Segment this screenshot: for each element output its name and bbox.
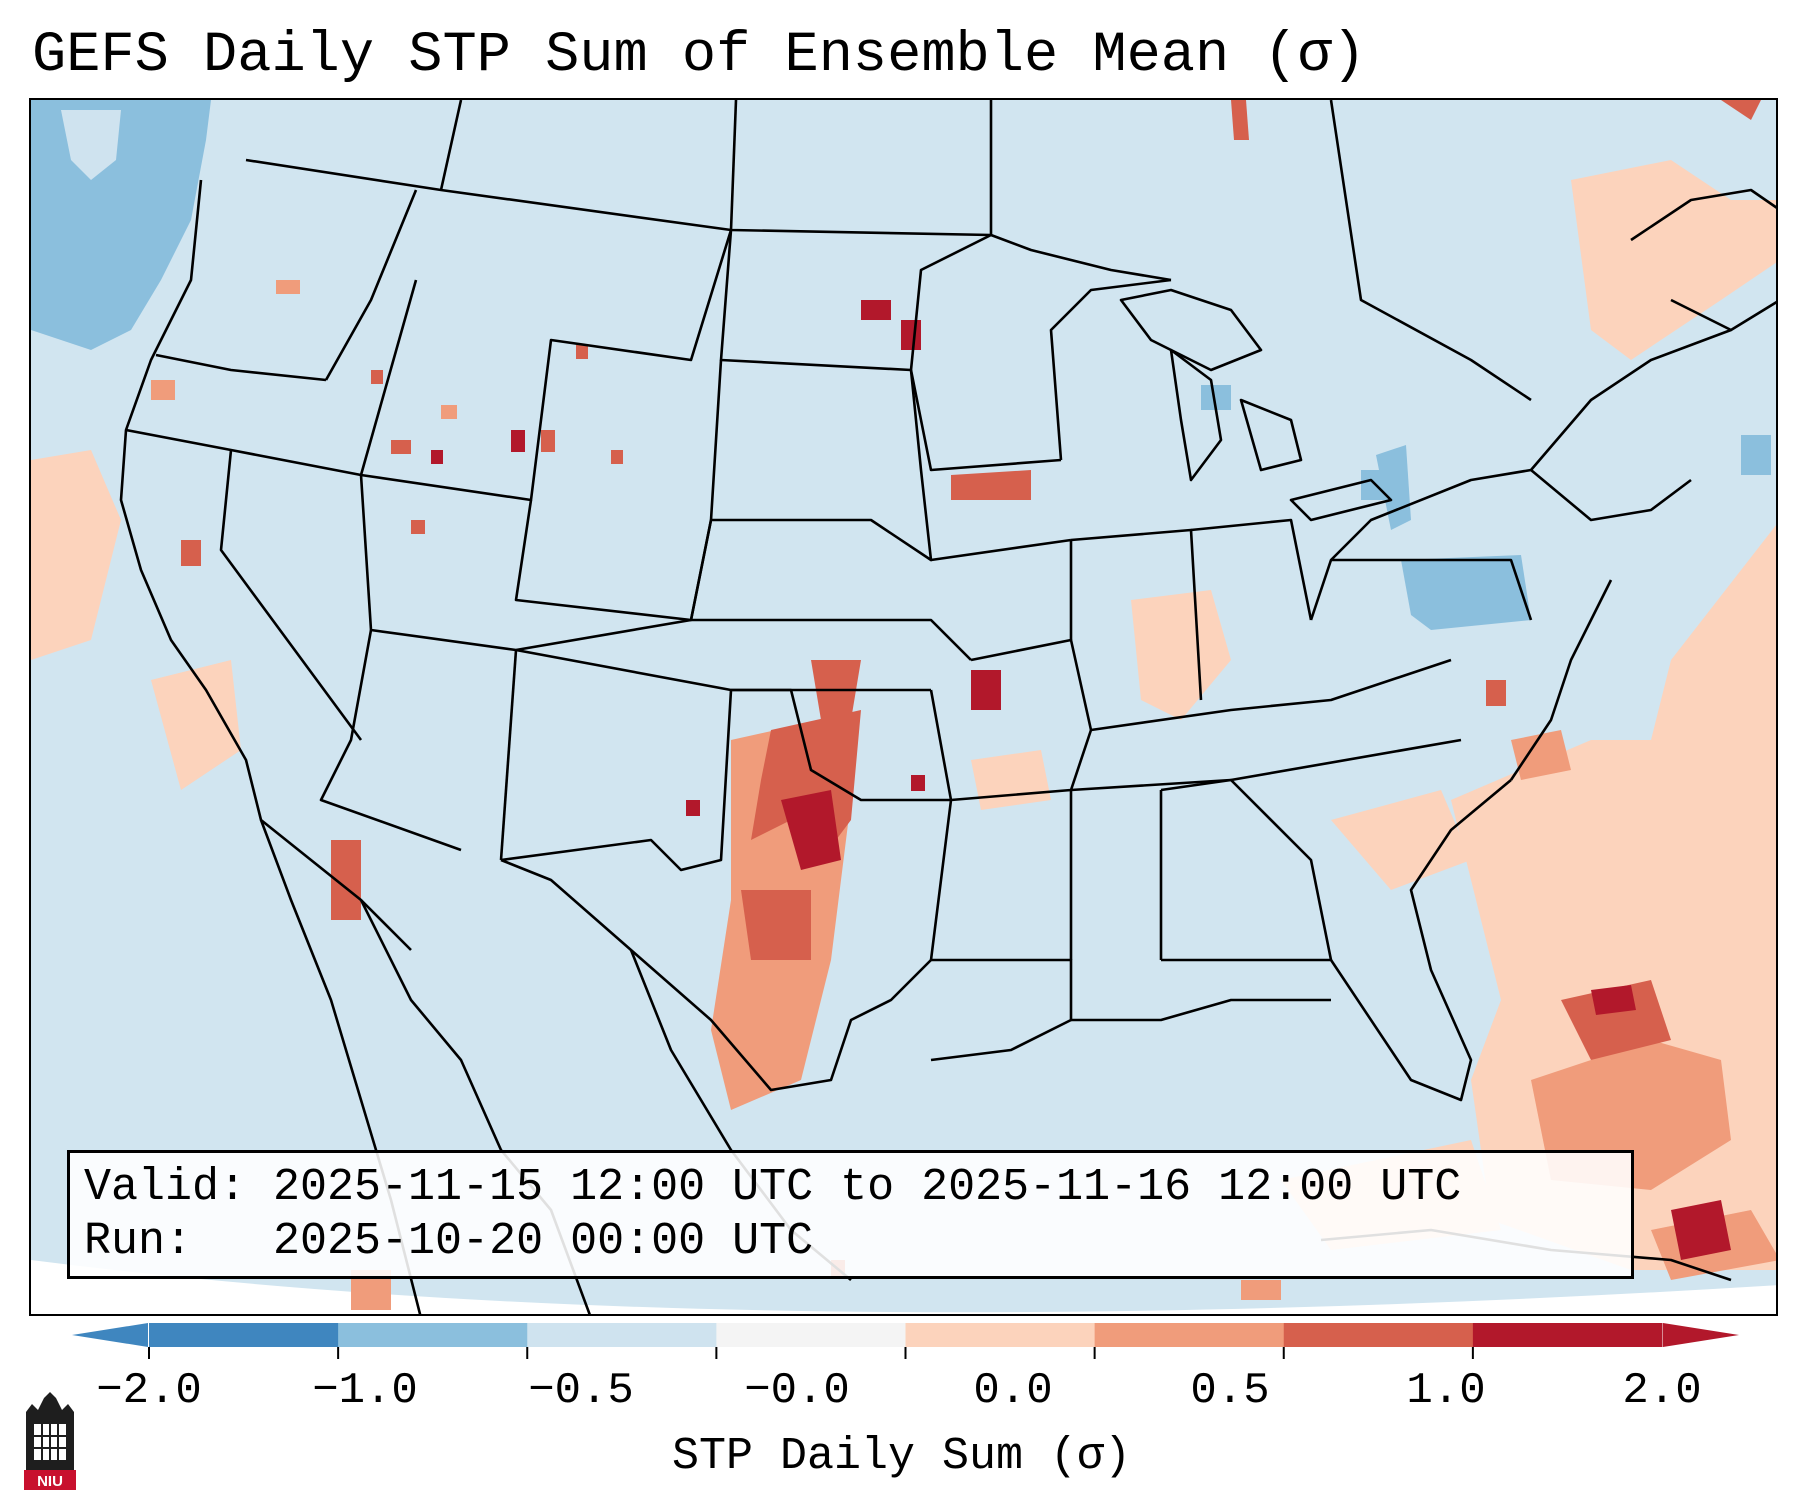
validity-info-box: Valid: 2025-11-15 12:00 UTC to 2025-11-1… xyxy=(67,1150,1634,1279)
chart-title: GEFS Daily STP Sum of Ensemble Mean (σ) xyxy=(32,24,1367,88)
colorbar-segment xyxy=(1094,1323,1285,1347)
southeast-coast xyxy=(1161,779,1512,1102)
colorbar-tick-label: 2.0 xyxy=(1622,1366,1702,1416)
cuba-max xyxy=(1671,1200,1731,1260)
colorbar-ticks xyxy=(148,1347,1474,1359)
texas-strong-area xyxy=(741,890,811,960)
colorbar-tick-label: −2.0 xyxy=(96,1366,202,1416)
canada-east-positive-area xyxy=(1571,160,1776,360)
colorbar-segment xyxy=(149,1323,339,1347)
bahamas-strong-area xyxy=(1561,980,1671,1060)
colorbar xyxy=(72,1323,1739,1359)
colorbar-segment xyxy=(905,1323,1096,1347)
scattered-anomaly-pixels xyxy=(151,280,1506,1310)
colorbar-segment xyxy=(716,1323,906,1347)
colorbar-extend-right xyxy=(1663,1323,1739,1347)
logo-text: NIU xyxy=(37,1473,63,1490)
ontario-patch xyxy=(1231,100,1249,140)
maine-negative-patch xyxy=(1741,435,1771,475)
pacific-light-patch xyxy=(61,110,121,180)
ohio-valley-positive xyxy=(1131,590,1231,720)
lake-superior xyxy=(1119,288,1263,372)
colorbar-segment xyxy=(338,1323,528,1347)
michigan-negative-patch xyxy=(1201,385,1231,410)
valid-time-text: Valid: 2025-11-15 12:00 UTC to 2025-11-1… xyxy=(84,1162,1462,1213)
map-panel[interactable] xyxy=(29,98,1778,1316)
colorbar-tick-label: 0.5 xyxy=(1190,1366,1270,1416)
northeast-corner-patch xyxy=(1721,100,1761,120)
minnesota-max xyxy=(901,320,921,350)
colorbar-segment xyxy=(1283,1323,1474,1347)
missouri-max xyxy=(971,670,1001,710)
lake-erie xyxy=(1289,478,1393,522)
lake-michigan xyxy=(1169,348,1223,482)
atlantic-coast xyxy=(1509,579,1613,781)
negative-anomalies xyxy=(31,100,1771,630)
missouri-positive xyxy=(971,750,1051,810)
map-canvas xyxy=(31,100,1776,1314)
carolina-positive xyxy=(1331,790,1471,890)
niu-logo: NIU xyxy=(24,1392,76,1490)
pennsylvania-negative-area xyxy=(1401,555,1531,630)
colorbar-label: STP Daily Sum (σ) xyxy=(671,1431,1132,1482)
projection-edge xyxy=(31,1260,1776,1314)
colorbar-tick-label: 0.0 xyxy=(973,1366,1053,1416)
panhandle-max-area xyxy=(781,790,841,870)
colorbar-segments xyxy=(149,1323,1663,1347)
lake-huron xyxy=(1239,398,1303,472)
colorbar-segment xyxy=(1472,1323,1663,1347)
baja-strong-area xyxy=(331,840,361,920)
colorbar-tick-label: −0.5 xyxy=(528,1366,634,1416)
pacific-coast xyxy=(119,179,412,951)
colorbar-segment xyxy=(527,1323,717,1347)
bahamas-max-area xyxy=(1591,985,1636,1015)
colorbar-extend-left xyxy=(72,1323,148,1347)
virginia-medium-area xyxy=(1511,730,1571,780)
strong-positive-anomalies xyxy=(331,100,1761,1260)
colorbar-tick-label: −0.0 xyxy=(744,1366,850,1416)
nevada-california-positive xyxy=(151,660,241,790)
colorbar-tick-label: −1.0 xyxy=(312,1366,418,1416)
california-offshore-positive xyxy=(31,450,121,660)
north-dakota-max xyxy=(861,300,891,320)
colorbar-tick-label: 1.0 xyxy=(1406,1366,1486,1416)
minnesota-area xyxy=(951,470,1031,500)
texas-coast xyxy=(500,858,932,1092)
run-time-text: Run: 2025-10-20 00:00 UTC xyxy=(84,1216,814,1267)
